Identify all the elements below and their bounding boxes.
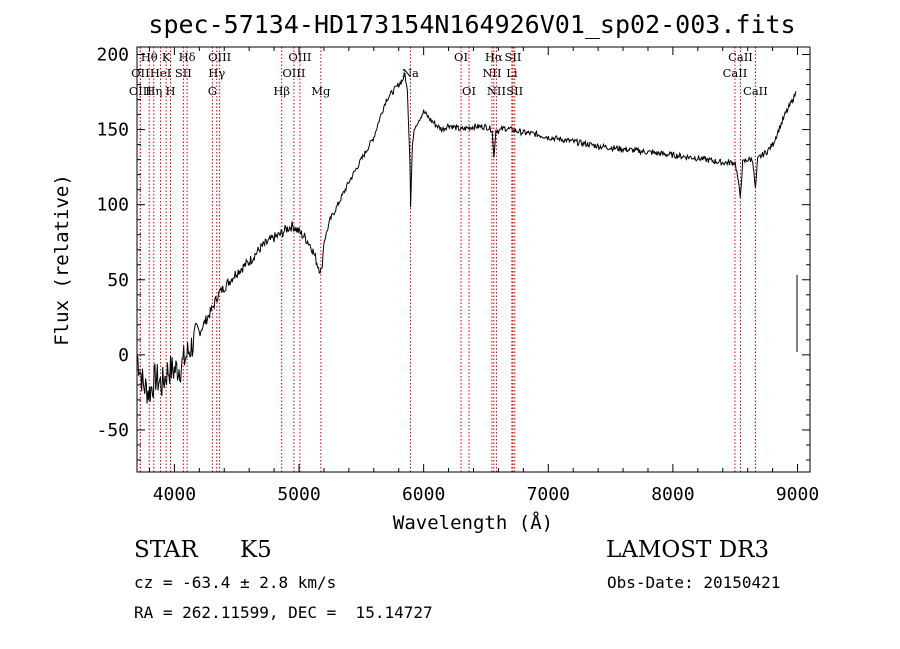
plot-frame: [136, 46, 811, 473]
spectral-line-label: NII: [482, 66, 501, 80]
spectral-line-labels: Hθ OII OIII K HeI Hη Hδ SII H OIII Hγ G Hβ OIII OIII Mg…: [129, 50, 768, 98]
spectral-line-label: NII: [487, 84, 506, 98]
y-tick-label: 200: [96, 45, 129, 66]
spectral-line-label: OI: [462, 84, 476, 98]
spectral-line-label: OIII: [208, 50, 231, 64]
spectral-line-label: Hδ: [179, 50, 196, 64]
spectral-line-label: Li: [506, 66, 518, 80]
x-axis-label: Wavelength (Å): [393, 511, 553, 534]
x-tick-label: 4000: [153, 484, 196, 505]
x-tick-label: 5000: [277, 484, 320, 505]
obs-date-text: Obs-Date: 20150421: [607, 573, 781, 592]
spectral-line-label: Hα: [485, 50, 503, 64]
spectral-line-label: OIII: [282, 66, 305, 80]
spectral-line-label: Hγ: [208, 66, 225, 80]
y-axis-ticks: -50 0 50 100 150 200: [96, 45, 810, 461]
spectral-line-label: SII: [175, 66, 192, 80]
redshift-text: cz = -63.4 ± 2.8 km/s: [134, 573, 337, 592]
spectral-line-label: OII: [131, 66, 150, 80]
spectral-line-label: G: [208, 84, 217, 98]
x-tick-label: 7000: [527, 484, 570, 505]
spectral-line-label: OIII: [288, 50, 311, 64]
spectral-line-label: CaII: [723, 66, 748, 80]
spectral-line-label: K: [162, 50, 171, 64]
y-tick-label: 0: [118, 345, 129, 366]
y-tick-label: 100: [96, 195, 129, 216]
y-tick-label: 150: [96, 120, 129, 141]
chart-title: spec-57134-HD173154N164926V01_sp02-003.f…: [148, 10, 795, 39]
spectral-line-label: SII: [506, 84, 523, 98]
spectral-line-label: SII: [505, 50, 522, 64]
spectral-line-label: HeI: [150, 66, 171, 80]
spectral-line-label: Hβ: [273, 84, 290, 98]
x-tick-label: 9000: [776, 484, 819, 505]
spectral-line-label: OI: [454, 50, 468, 64]
object-subclass: K5: [240, 537, 272, 563]
y-tick-label: -50: [96, 420, 129, 441]
spectral-line-label: Hθ: [141, 50, 158, 64]
y-axis-label: Flux (relative): [51, 174, 73, 346]
object-type: STAR: [134, 537, 198, 563]
x-tick-label: 6000: [402, 484, 445, 505]
spectral-line-label: CaII: [743, 84, 768, 98]
spectral-line-label: CaII: [728, 50, 753, 64]
coordinates-text: RA = 262.11599, DEC = 15.14727: [134, 603, 433, 622]
spectral-line-markers: [139, 47, 756, 472]
spectral-line-label: Na: [402, 66, 419, 80]
spectral-line-label: Mg: [311, 84, 331, 98]
x-tick-label: 8000: [651, 484, 694, 505]
flux-series-line: [136, 72, 797, 404]
spectral-line-label: Hη: [145, 84, 162, 98]
x-axis-ticks: 4000 5000 6000 7000 8000 9000: [148, 47, 819, 505]
spectral-line-label: H: [166, 84, 176, 98]
y-tick-label: 50: [107, 270, 129, 291]
spectral-line-label: OIII: [129, 84, 152, 98]
survey-name: LAMOST DR3: [606, 537, 770, 563]
